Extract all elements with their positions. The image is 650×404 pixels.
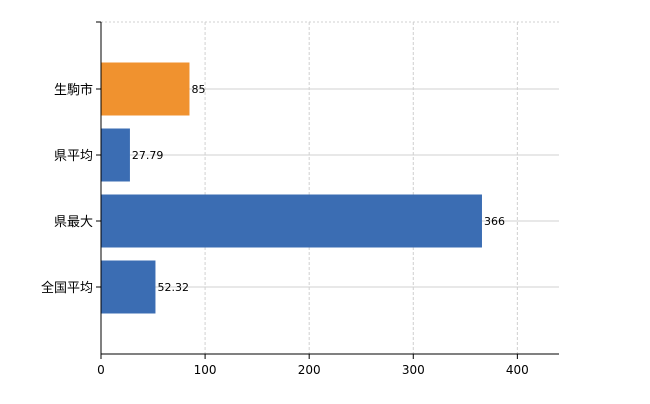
x-tick-label: 100 [194, 363, 217, 377]
data-label: 85 [191, 83, 205, 96]
x-tick-label: 200 [298, 363, 321, 377]
bar [101, 260, 156, 314]
y-tick-label: 県最大 [54, 215, 93, 230]
bar [101, 128, 130, 182]
bar [101, 62, 190, 116]
bar [101, 194, 482, 248]
data-label: 27.79 [132, 149, 164, 162]
data-label: 52.32 [157, 281, 189, 294]
y-tick-label: 全国平均 [41, 280, 93, 296]
y-tick-label: 生駒市 [54, 82, 93, 98]
x-tick-label: 300 [402, 363, 425, 377]
data-label: 366 [484, 215, 505, 228]
x-tick-label: 0 [97, 363, 105, 377]
y-tick-label: 県平均 [54, 149, 93, 164]
x-tick-label: 400 [506, 363, 529, 377]
